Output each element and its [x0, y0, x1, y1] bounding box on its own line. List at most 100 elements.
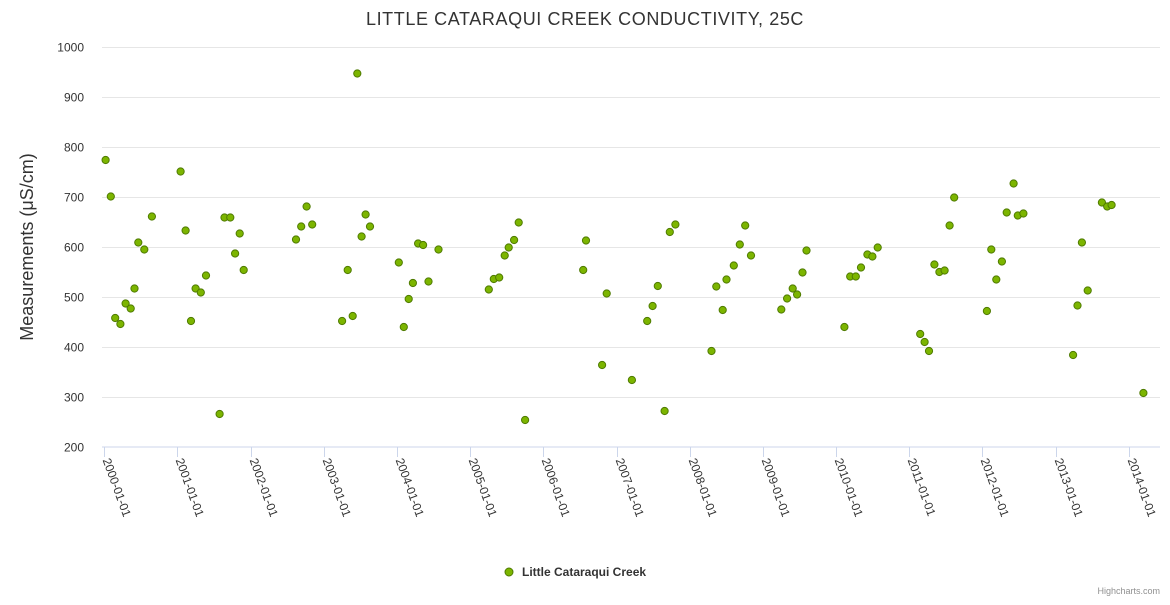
- data-point[interactable]: [484, 285, 493, 294]
- data-point[interactable]: [226, 213, 235, 222]
- data-point[interactable]: [982, 306, 992, 316]
- data-point[interactable]: [521, 415, 530, 425]
- data-point[interactable]: [660, 406, 669, 416]
- data-point[interactable]: [873, 243, 882, 252]
- data-point[interactable]: [920, 337, 929, 347]
- legend[interactable]: Little Cataraqui Creek: [504, 565, 646, 579]
- data-point[interactable]: [579, 265, 588, 275]
- data-point[interactable]: [201, 271, 211, 280]
- data-point[interactable]: [106, 192, 115, 201]
- data-point[interactable]: [394, 258, 403, 267]
- data-point[interactable]: [181, 226, 190, 235]
- data-point[interactable]: [851, 272, 860, 281]
- data-point[interactable]: [101, 155, 110, 165]
- data-point[interactable]: [718, 305, 727, 315]
- data-point[interactable]: [140, 245, 149, 254]
- data-point[interactable]: [992, 275, 1001, 284]
- data-point[interactable]: [404, 294, 413, 304]
- data-point[interactable]: [777, 305, 786, 314]
- data-point[interactable]: [130, 284, 139, 293]
- data-point[interactable]: [653, 281, 662, 291]
- data-point[interactable]: [598, 360, 607, 370]
- data-point[interactable]: [671, 220, 680, 229]
- data-point[interactable]: [916, 329, 925, 339]
- data-point[interactable]: [648, 301, 657, 311]
- data-point[interactable]: [1073, 301, 1082, 310]
- chart-title: LITTLE CATARAQUI CREEK CONDUCTIVITY, 25C: [366, 9, 804, 29]
- data-point[interactable]: [627, 375, 637, 385]
- data-point[interactable]: [741, 221, 750, 230]
- credits-link[interactable]: Highcharts.com: [1097, 586, 1160, 596]
- data-point[interactable]: [945, 221, 954, 230]
- data-point[interactable]: [147, 212, 156, 221]
- data-point[interactable]: [504, 243, 513, 252]
- data-point[interactable]: [856, 263, 866, 272]
- data-point[interactable]: [868, 252, 877, 261]
- data-point[interactable]: [729, 261, 738, 270]
- data-point[interactable]: [514, 218, 523, 227]
- data-point[interactable]: [735, 240, 744, 249]
- data-point[interactable]: [788, 284, 797, 293]
- data-point[interactable]: [783, 294, 792, 303]
- data-point[interactable]: [408, 278, 417, 288]
- data-point[interactable]: [186, 316, 196, 326]
- data-point[interactable]: [1097, 198, 1107, 207]
- data-point[interactable]: [231, 249, 240, 258]
- data-point[interactable]: [840, 322, 849, 332]
- data-point[interactable]: [712, 282, 721, 291]
- data-point[interactable]: [798, 268, 807, 277]
- data-point[interactable]: [338, 316, 347, 326]
- data-point[interactable]: [722, 275, 731, 284]
- data-point[interactable]: [424, 277, 433, 286]
- data-point[interactable]: [1009, 179, 1018, 188]
- data-point[interactable]: [399, 322, 408, 332]
- data-point[interactable]: [126, 304, 135, 313]
- data-point[interactable]: [353, 69, 362, 78]
- data-point[interactable]: [365, 222, 375, 231]
- data-point[interactable]: [361, 210, 370, 219]
- data-point[interactable]: [746, 251, 756, 260]
- data-point[interactable]: [176, 167, 185, 176]
- data-point[interactable]: [997, 257, 1007, 266]
- data-point[interactable]: [1069, 350, 1078, 360]
- data-point[interactable]: [581, 236, 591, 245]
- data-point[interactable]: [134, 238, 143, 247]
- y-tick-label: 700: [64, 191, 84, 205]
- data-point[interactable]: [802, 246, 811, 255]
- data-point[interactable]: [343, 265, 352, 275]
- data-point[interactable]: [1077, 238, 1087, 247]
- data-point[interactable]: [707, 346, 716, 356]
- data-point[interactable]: [940, 266, 949, 275]
- data-point[interactable]: [357, 232, 366, 241]
- data-point[interactable]: [602, 289, 611, 298]
- data-point[interactable]: [111, 313, 120, 323]
- data-point[interactable]: [793, 290, 802, 299]
- data-point[interactable]: [308, 220, 317, 229]
- data-point[interactable]: [987, 245, 996, 254]
- data-point[interactable]: [1002, 208, 1011, 217]
- data-point[interactable]: [116, 319, 125, 329]
- data-point[interactable]: [950, 193, 959, 202]
- data-point[interactable]: [1107, 200, 1116, 210]
- data-point[interactable]: [500, 251, 509, 260]
- data-point[interactable]: [495, 273, 504, 282]
- data-point[interactable]: [665, 227, 674, 237]
- data-point[interactable]: [348, 311, 357, 321]
- data-point[interactable]: [419, 240, 428, 250]
- data-point[interactable]: [930, 260, 939, 269]
- data-point[interactable]: [196, 288, 205, 297]
- data-point[interactable]: [239, 265, 248, 275]
- data-point[interactable]: [924, 346, 934, 356]
- data-point[interactable]: [643, 316, 652, 326]
- data-point[interactable]: [297, 222, 306, 231]
- data-point[interactable]: [509, 235, 519, 245]
- data-point[interactable]: [235, 229, 244, 238]
- data-point[interactable]: [291, 235, 301, 244]
- data-point[interactable]: [1019, 209, 1028, 218]
- data-point[interactable]: [215, 409, 224, 419]
- data-point[interactable]: [1083, 286, 1092, 295]
- data-point[interactable]: [302, 202, 311, 211]
- data-point[interactable]: [434, 245, 443, 254]
- data-point[interactable]: [121, 299, 130, 308]
- data-point[interactable]: [1139, 388, 1148, 398]
